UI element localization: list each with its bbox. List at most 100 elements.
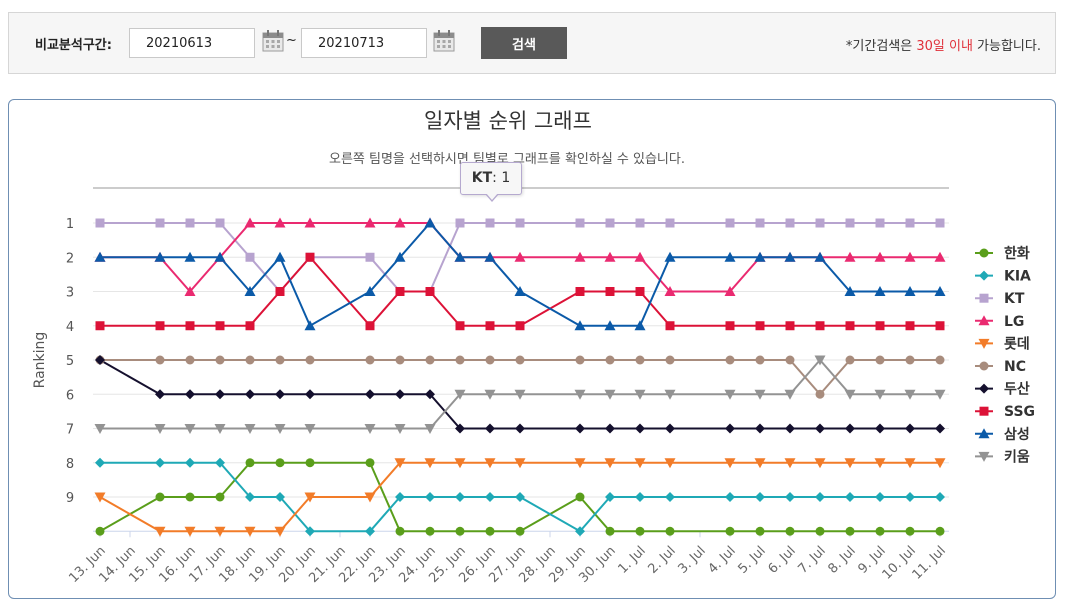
data-point bbox=[605, 423, 615, 434]
data-point bbox=[845, 218, 855, 228]
data-point bbox=[95, 457, 105, 468]
data-point bbox=[364, 492, 376, 503]
data-point bbox=[785, 218, 795, 228]
data-point bbox=[755, 526, 765, 536]
legend-marker bbox=[978, 338, 990, 349]
data-point bbox=[605, 526, 615, 536]
data-point bbox=[815, 526, 825, 536]
data-point bbox=[785, 526, 795, 536]
data-point bbox=[575, 287, 585, 296]
data-point bbox=[574, 458, 586, 469]
data-point bbox=[155, 355, 165, 365]
data-point bbox=[604, 389, 616, 400]
legend-item[interactable]: KT bbox=[1004, 291, 1025, 307]
data-point bbox=[365, 389, 375, 400]
data-point bbox=[904, 389, 916, 400]
data-point bbox=[635, 423, 645, 434]
data-point bbox=[454, 458, 466, 469]
legend-marker bbox=[978, 451, 990, 462]
data-point bbox=[665, 321, 675, 331]
data-point bbox=[244, 217, 256, 228]
data-point bbox=[275, 355, 285, 365]
data-point bbox=[154, 251, 166, 262]
legend-item[interactable]: NC bbox=[1004, 359, 1026, 375]
data-point bbox=[184, 526, 196, 537]
data-point bbox=[725, 423, 735, 434]
data-point bbox=[904, 251, 916, 262]
data-point bbox=[875, 492, 885, 502]
legend-item[interactable]: SSG bbox=[1004, 404, 1035, 420]
date-range-separator: ~ bbox=[286, 33, 297, 48]
data-point bbox=[184, 251, 196, 262]
data-point bbox=[305, 389, 315, 400]
data-point bbox=[304, 320, 316, 331]
data-point bbox=[365, 458, 375, 468]
data-point bbox=[845, 423, 855, 434]
legend-item[interactable]: 롯데 bbox=[1004, 336, 1030, 352]
data-point bbox=[934, 286, 946, 296]
data-point bbox=[185, 389, 195, 400]
data-point bbox=[365, 526, 375, 537]
data-point bbox=[514, 389, 526, 400]
x-tick-label: 8. Jul bbox=[825, 543, 858, 576]
data-point bbox=[275, 492, 285, 502]
legend-item[interactable]: 삼성 bbox=[1004, 427, 1030, 443]
data-point bbox=[244, 424, 256, 434]
data-point bbox=[574, 320, 586, 331]
legend-item[interactable]: KIA bbox=[1004, 269, 1031, 285]
data-point bbox=[515, 423, 525, 434]
data-point bbox=[395, 287, 405, 296]
search-button[interactable]: 검색 bbox=[481, 27, 567, 59]
data-point bbox=[274, 526, 286, 537]
data-point bbox=[515, 321, 525, 331]
x-tick-label: 6. Jul bbox=[765, 543, 798, 576]
data-point bbox=[454, 389, 466, 400]
data-point bbox=[874, 251, 886, 262]
y-tick-label: 9 bbox=[66, 491, 74, 506]
y-tick-label: 4 bbox=[66, 320, 74, 335]
data-point bbox=[485, 355, 495, 365]
legend-item[interactable]: 키움 bbox=[1004, 449, 1030, 465]
data-point bbox=[844, 458, 856, 469]
data-point bbox=[665, 423, 675, 434]
legend-item[interactable]: 한화 bbox=[1004, 246, 1030, 262]
data-point bbox=[935, 355, 945, 365]
data-point bbox=[605, 355, 615, 365]
data-point bbox=[604, 320, 616, 331]
data-point bbox=[905, 218, 915, 228]
data-point bbox=[875, 423, 885, 434]
calendar-icon[interactable] bbox=[432, 29, 456, 53]
legend-marker bbox=[979, 361, 989, 371]
legend-item[interactable]: 두산 bbox=[1004, 381, 1030, 398]
data-point bbox=[724, 458, 736, 469]
data-point bbox=[814, 355, 826, 366]
data-point bbox=[635, 287, 645, 296]
data-point bbox=[934, 389, 946, 400]
data-point bbox=[634, 320, 646, 331]
y-tick-label: 2 bbox=[66, 251, 74, 266]
data-point bbox=[664, 389, 676, 400]
data-point bbox=[245, 321, 255, 331]
start-date-input[interactable] bbox=[129, 28, 255, 58]
data-point bbox=[874, 286, 886, 296]
data-point bbox=[635, 355, 645, 365]
data-point bbox=[364, 217, 376, 228]
legend-item[interactable]: LG bbox=[1004, 314, 1024, 330]
data-point bbox=[814, 251, 826, 262]
data-point bbox=[484, 389, 496, 400]
data-point bbox=[604, 251, 616, 262]
data-point bbox=[784, 458, 796, 469]
data-point bbox=[815, 423, 825, 434]
data-point bbox=[815, 492, 825, 502]
data-point bbox=[185, 355, 195, 365]
legend-marker bbox=[979, 248, 989, 258]
data-point bbox=[515, 492, 525, 502]
data-point bbox=[664, 458, 676, 469]
legend-marker bbox=[979, 293, 989, 303]
data-point bbox=[215, 321, 225, 331]
calendar-icon[interactable] bbox=[261, 29, 285, 53]
data-point bbox=[425, 355, 435, 365]
end-date-input[interactable] bbox=[301, 28, 427, 58]
data-point bbox=[725, 526, 735, 536]
data-point bbox=[455, 526, 465, 536]
